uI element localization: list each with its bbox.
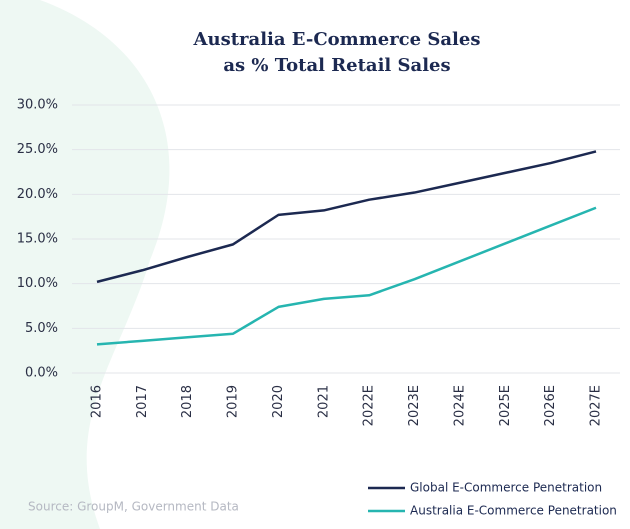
chart-title: Australia E-Commerce Sales xyxy=(193,29,481,50)
background-shape xyxy=(0,0,170,529)
x-tick-label: 2025E xyxy=(498,385,513,426)
source-note: Source: GroupM, Government Data xyxy=(28,500,239,514)
x-tick-label: 2020 xyxy=(271,385,286,418)
x-tick-label: 2024E xyxy=(452,385,467,426)
x-tick-label: 2018 xyxy=(180,385,195,418)
series-line xyxy=(96,150,597,284)
x-tick-label: 2022E xyxy=(362,385,377,426)
x-tick-label: 2017 xyxy=(135,385,150,418)
y-tick-label: 25.0% xyxy=(17,142,58,157)
x-tick-label: 2019 xyxy=(226,385,241,418)
legend-label: Global E-Commerce Penetration xyxy=(410,481,602,495)
y-tick-label: 10.0% xyxy=(17,276,58,291)
x-tick-label: 2027E xyxy=(589,385,604,426)
series-line xyxy=(96,206,597,346)
legend-label: Australia E-Commerce Penetration xyxy=(410,504,617,518)
x-tick-label: 2021 xyxy=(316,385,331,418)
y-tick-label: 5.0% xyxy=(25,321,58,336)
y-tick-label: 15.0% xyxy=(17,232,58,247)
x-tick-label: 2026E xyxy=(543,385,558,426)
y-tick-label: 0.0% xyxy=(25,366,58,381)
y-tick-label: 30.0% xyxy=(17,98,58,113)
x-tick-label: 2016 xyxy=(90,385,105,418)
x-tick-label: 2023E xyxy=(407,385,422,426)
y-tick-label: 20.0% xyxy=(17,187,58,202)
chart-subtitle: as % Total Retail Sales xyxy=(223,55,450,76)
